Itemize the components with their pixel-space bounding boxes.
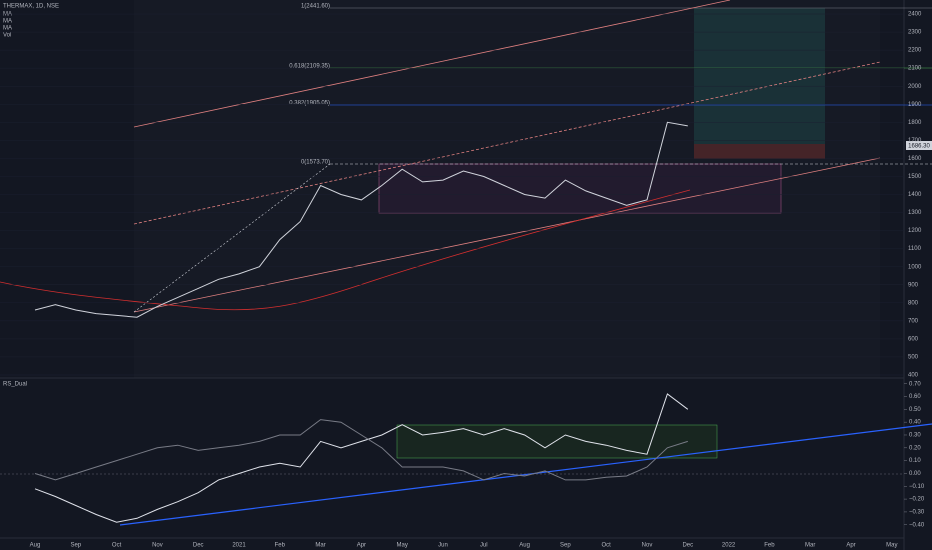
fib-trend [133, 163, 331, 313]
x-tick-label: Nov [642, 543, 653, 549]
price-tag [906, 141, 932, 150]
x-tick-label: May [886, 543, 897, 549]
indicator-name: MA [3, 12, 12, 18]
x-tick-label: May [397, 543, 408, 549]
y-tick-label: 500 [908, 355, 919, 361]
y2-tick-label: 0.10 [909, 458, 921, 464]
y-tick-label: 2200 [908, 48, 922, 54]
y-tick-label: 1700 [908, 138, 922, 144]
x-tick-label: Aug [519, 543, 530, 549]
indicator-name: MA [3, 19, 12, 25]
x-tick-label: Mar [315, 543, 325, 549]
channel-line [133, 0, 731, 128]
target-zone [694, 8, 825, 144]
y2-tick-label: 0.40 [909, 420, 921, 426]
symbol-title: THERMAX, 1D, NSE [3, 4, 59, 10]
y-tick-label: 2000 [908, 84, 922, 90]
y2-tick-label: 0.60 [909, 394, 921, 400]
x-tick-label: Nov [152, 543, 163, 549]
y-tick-label: 800 [908, 300, 919, 306]
x-tick-label: Apr [357, 543, 366, 549]
indicator-title: RS_Dual [3, 382, 27, 388]
y-tick-label: 1200 [908, 228, 922, 234]
moving-average [0, 189, 691, 311]
x-tick-label: Mar [805, 543, 815, 549]
y2-tick-label: 0.00 [909, 471, 921, 477]
y-tick-label: 2400 [908, 12, 922, 18]
y-tick-label: 900 [908, 282, 919, 288]
y2-tick-label: 0.70 [909, 381, 921, 387]
price-label: 1686.30 [908, 144, 930, 150]
x-tick-label: Dec [193, 543, 204, 549]
y-tick-label: 1000 [908, 264, 922, 270]
channel-line [133, 61, 881, 225]
x-tick-label: Oct [602, 543, 612, 549]
x-tick-label: Apr [846, 543, 855, 549]
indicator-name: Vol [3, 33, 11, 39]
x-tick-label: Aug [30, 543, 41, 549]
y-tick-label: 1900 [908, 102, 922, 108]
y2-tick-label: −0.10 [909, 484, 925, 490]
y-tick-label: 1500 [908, 174, 922, 180]
x-tick-label: Jul [480, 543, 488, 549]
y-tick-label: 1400 [908, 192, 922, 198]
y2-tick-label: 0.20 [909, 445, 921, 451]
fib-label: 1(2441.60) [301, 4, 330, 10]
y-tick-label: 1600 [908, 156, 922, 162]
indicator-name: MA [3, 26, 12, 32]
series-line [34, 419, 688, 481]
y-tick-label: 1300 [908, 210, 922, 216]
fib-label: 0(1573.70) [301, 160, 330, 166]
y-tick-label: 700 [908, 318, 919, 324]
x-tick-label: Feb [764, 543, 775, 549]
x-tick-label: Feb [275, 543, 286, 549]
y2-tick-label: −0.20 [909, 497, 925, 503]
y-tick-label: 2300 [908, 30, 922, 36]
x-tick-label: Jun [438, 543, 448, 549]
series-line [34, 393, 689, 523]
x-tick-label: Sep [560, 543, 571, 549]
fib-label: 0.382(1905.05) [289, 101, 330, 107]
y2-tick-label: 0.30 [909, 433, 921, 439]
x-tick-label: 2021 [232, 543, 246, 549]
y-tick-label: 600 [908, 336, 919, 342]
channel-line [133, 157, 881, 313]
x-tick-label: Oct [112, 543, 122, 549]
range-box [378, 163, 782, 214]
y2-tick-label: −0.30 [909, 509, 925, 515]
rsi-box [396, 424, 718, 459]
y-tick-label: 1800 [908, 120, 922, 126]
stop-zone [694, 144, 825, 159]
x-tick-label: Dec [682, 543, 693, 549]
x-tick-label: Sep [70, 543, 81, 549]
y-tick-label: 400 [908, 373, 919, 379]
series-line [34, 121, 688, 318]
rsi-trend [119, 423, 932, 526]
x-tick-label: 2022 [722, 543, 736, 549]
session-shade [134, 0, 880, 378]
fib-label: 0.618(2109.35) [289, 64, 330, 70]
y2-tick-label: 0.50 [909, 407, 921, 413]
y-tick-label: 2100 [908, 66, 922, 72]
y2-tick-label: −0.40 [909, 522, 925, 528]
y-tick-label: 1100 [908, 246, 922, 252]
